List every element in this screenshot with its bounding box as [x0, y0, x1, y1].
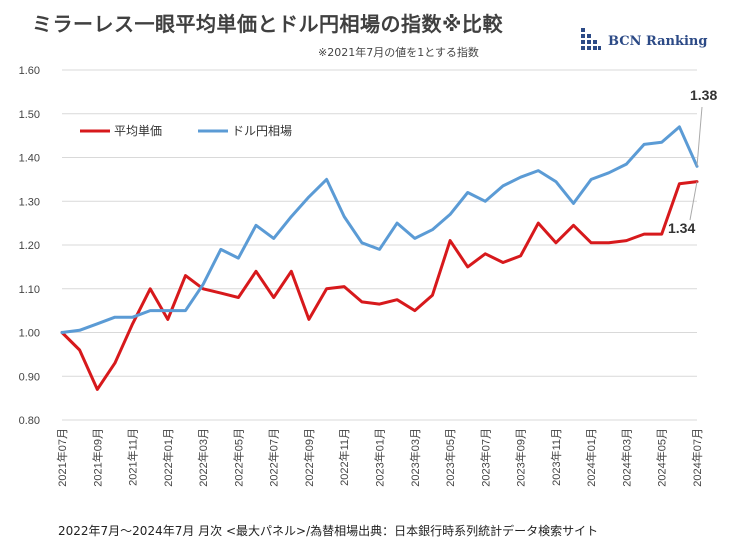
bcn-logo-icon	[581, 28, 601, 50]
annotations: 1.38 1.34	[668, 87, 717, 236]
x-tick-label: 2023年07月	[478, 428, 492, 487]
legend: 平均単価 ドル円相場	[80, 124, 292, 138]
x-tick-label: 2024年01月	[584, 428, 598, 487]
annotation-label: 1.38	[690, 87, 717, 103]
annotation-leader	[696, 106, 703, 167]
data-source-note: 2022年7月〜2024年7月 月次 <最大パネル>/為替相場出典：日本銀行時系…	[58, 524, 599, 538]
y-axis: 0.80 0.90 1.00 1.10 1.20 1.30 1.40 1.50 1.60	[19, 65, 40, 427]
x-tick-label: 2023年09月	[514, 428, 528, 487]
x-tick-label: 2022年01月	[161, 428, 175, 487]
y-tick-label: 0.80	[19, 415, 40, 427]
x-tick-label: 2022年09月	[302, 428, 316, 487]
x-tick-label: 2023年03月	[408, 428, 422, 487]
x-tick-label: 2023年01月	[373, 428, 387, 487]
x-tick-label: 2022年03月	[196, 428, 210, 487]
x-tick-label: 2024年05月	[655, 428, 669, 487]
x-tick-label: 2022年11月	[337, 428, 351, 486]
x-tick-label: 2024年07月	[690, 428, 704, 487]
y-tick-label: 1.20	[19, 240, 40, 252]
y-tick-label: 0.90	[19, 371, 40, 383]
x-tick-label: 2024年03月	[619, 428, 633, 487]
series-line-price	[60, 180, 699, 391]
x-axis: 2021年07月 2021年09月 2021年11月 2022年01月 2022年03月…	[55, 428, 704, 487]
y-tick-label: 1.10	[19, 284, 40, 296]
chart-title: ミラーレス一眼平均単価とドル円相場の指数※比較	[32, 12, 503, 36]
y-tick-label: 1.00	[19, 328, 40, 340]
x-tick-label: 2022年07月	[267, 428, 281, 487]
legend-label: 平均単価	[114, 124, 162, 138]
x-tick-label: 2021年11月	[126, 428, 140, 486]
x-tick-label: 2023年11月	[549, 428, 563, 486]
x-tick-label: 2021年07月	[55, 428, 69, 487]
chart-subtitle: ※2021年7月の値を1とする指数	[318, 46, 479, 59]
brand-logo: BCN Ranking	[580, 26, 707, 56]
legend-label: ドル円相場	[232, 124, 292, 138]
annotation-label: 1.34	[668, 220, 695, 236]
x-tick-label: 2022年05月	[231, 428, 245, 487]
y-tick-label: 1.40	[19, 153, 40, 165]
y-tick-label: 1.30	[19, 196, 40, 208]
grid-lines	[62, 69, 697, 421]
annotation-leader	[689, 181, 698, 221]
series-lines	[60, 125, 699, 391]
brand-name: BCN Ranking	[608, 33, 708, 49]
x-tick-label: 2021年09月	[90, 428, 104, 487]
y-tick-label: 1.50	[19, 109, 40, 121]
y-tick-label: 1.60	[19, 65, 40, 77]
x-tick-label: 2023年05月	[443, 428, 457, 487]
